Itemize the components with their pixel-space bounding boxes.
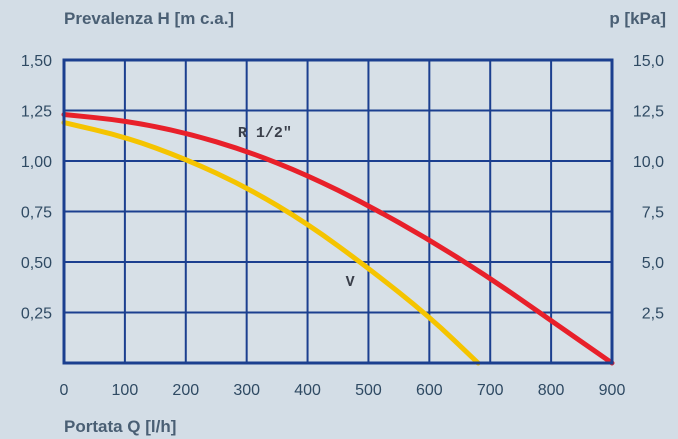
y-tick-label-left: 0,75 bbox=[21, 205, 52, 222]
plot-area: R 1/2" V 0 100 200 300 400 500 600 700 800 900 0,25 0… bbox=[21, 53, 664, 399]
x-tick-label: 0 bbox=[60, 382, 69, 399]
y-tick-label-left: 1,00 bbox=[21, 154, 52, 171]
y-tick-label-right: 5,0 bbox=[642, 255, 664, 272]
right-axis-title: p [kPa] bbox=[609, 9, 666, 28]
x-axis-title: Portata Q [l/h] bbox=[64, 417, 176, 436]
series-label-v: V bbox=[346, 274, 355, 291]
y-tick-label-left: 1,25 bbox=[21, 104, 52, 121]
y-tick-label-right: 10,0 bbox=[633, 154, 664, 171]
x-tick-label: 600 bbox=[416, 382, 443, 399]
y-tick-label-left: 1,50 bbox=[21, 53, 52, 70]
plot-frame bbox=[62, 58, 614, 365]
y-tick-label-right: 7,5 bbox=[642, 205, 664, 222]
x-tick-label: 100 bbox=[112, 382, 139, 399]
y-tick-label-left: 0,50 bbox=[21, 255, 52, 272]
x-tick-label: 200 bbox=[172, 382, 199, 399]
series-line-v bbox=[61, 120, 481, 366]
x-tick-label: 500 bbox=[355, 382, 382, 399]
x-tick-label: 900 bbox=[599, 382, 626, 399]
x-tick-label: 300 bbox=[233, 382, 260, 399]
x-tick-label: 800 bbox=[538, 382, 565, 399]
y-tick-label-left: 0,25 bbox=[21, 306, 52, 323]
left-axis-title: Prevalenza H [m c.a.] bbox=[64, 9, 234, 28]
y-tick-label-right: 2,5 bbox=[642, 306, 664, 323]
y-tick-label-right: 12,5 bbox=[633, 104, 664, 121]
x-tick-label: 700 bbox=[477, 382, 504, 399]
series-line-r12 bbox=[61, 112, 615, 366]
y-tick-label-right: 15,0 bbox=[633, 53, 664, 70]
x-tick-label: 400 bbox=[294, 382, 321, 399]
series-label-r12: R 1/2" bbox=[238, 125, 292, 142]
